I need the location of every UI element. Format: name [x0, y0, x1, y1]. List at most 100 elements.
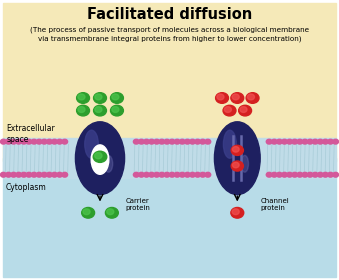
- Circle shape: [307, 139, 313, 144]
- Circle shape: [239, 105, 252, 116]
- Circle shape: [16, 172, 22, 177]
- Circle shape: [164, 139, 170, 144]
- Circle shape: [231, 93, 244, 103]
- Circle shape: [159, 139, 165, 144]
- Circle shape: [31, 172, 37, 177]
- Circle shape: [287, 139, 293, 144]
- Circle shape: [190, 172, 195, 177]
- Circle shape: [200, 172, 205, 177]
- Circle shape: [247, 94, 255, 100]
- Circle shape: [233, 162, 239, 168]
- Circle shape: [292, 139, 298, 144]
- Circle shape: [282, 139, 287, 144]
- Circle shape: [6, 172, 12, 177]
- Circle shape: [302, 139, 308, 144]
- Circle shape: [322, 172, 328, 177]
- Circle shape: [240, 107, 247, 113]
- Circle shape: [26, 139, 32, 144]
- Ellipse shape: [75, 122, 125, 195]
- Circle shape: [231, 161, 243, 171]
- Circle shape: [217, 94, 224, 100]
- Circle shape: [231, 207, 244, 218]
- Circle shape: [164, 172, 170, 177]
- Ellipse shape: [104, 155, 113, 172]
- Circle shape: [94, 93, 106, 103]
- Circle shape: [57, 139, 62, 144]
- Circle shape: [105, 207, 118, 218]
- Circle shape: [144, 172, 149, 177]
- Circle shape: [62, 172, 67, 177]
- Circle shape: [297, 139, 303, 144]
- Circle shape: [195, 139, 200, 144]
- Text: Extracellular
space: Extracellular space: [6, 124, 55, 144]
- Circle shape: [83, 209, 90, 215]
- Circle shape: [36, 139, 42, 144]
- Circle shape: [174, 172, 180, 177]
- Circle shape: [232, 209, 239, 215]
- Circle shape: [266, 139, 272, 144]
- Circle shape: [21, 139, 27, 144]
- Circle shape: [282, 172, 287, 177]
- Circle shape: [78, 94, 85, 100]
- Circle shape: [272, 172, 277, 177]
- Circle shape: [62, 139, 67, 144]
- Circle shape: [139, 172, 144, 177]
- Circle shape: [52, 139, 57, 144]
- Bar: [3, 3, 336, 161]
- Circle shape: [95, 94, 102, 100]
- Bar: [3, 138, 336, 178]
- Circle shape: [223, 105, 236, 116]
- Circle shape: [179, 172, 185, 177]
- Circle shape: [52, 172, 57, 177]
- Text: Facilitated diffusion: Facilitated diffusion: [87, 7, 252, 22]
- Circle shape: [95, 107, 102, 113]
- Circle shape: [224, 107, 232, 113]
- Circle shape: [107, 209, 114, 215]
- Circle shape: [169, 139, 175, 144]
- Circle shape: [216, 93, 228, 103]
- Circle shape: [11, 172, 17, 177]
- Circle shape: [144, 139, 149, 144]
- Text: Carrier
protein: Carrier protein: [125, 198, 150, 211]
- Ellipse shape: [214, 122, 260, 195]
- Circle shape: [302, 172, 308, 177]
- Circle shape: [111, 93, 123, 103]
- Circle shape: [112, 107, 119, 113]
- Text: Channel
protein: Channel protein: [260, 198, 289, 211]
- Circle shape: [134, 139, 139, 144]
- Circle shape: [312, 139, 318, 144]
- Circle shape: [46, 172, 52, 177]
- Ellipse shape: [85, 130, 98, 158]
- Circle shape: [82, 207, 95, 218]
- Circle shape: [205, 139, 211, 144]
- Circle shape: [317, 139, 323, 144]
- Circle shape: [154, 139, 160, 144]
- Circle shape: [134, 172, 139, 177]
- Circle shape: [322, 139, 328, 144]
- Circle shape: [6, 139, 12, 144]
- Circle shape: [292, 172, 298, 177]
- Circle shape: [41, 139, 47, 144]
- Circle shape: [149, 172, 155, 177]
- Circle shape: [36, 172, 42, 177]
- Circle shape: [174, 139, 180, 144]
- Ellipse shape: [223, 130, 236, 158]
- Circle shape: [333, 172, 338, 177]
- Circle shape: [149, 139, 155, 144]
- Circle shape: [317, 172, 323, 177]
- Circle shape: [231, 145, 243, 155]
- Circle shape: [333, 139, 338, 144]
- Circle shape: [169, 172, 175, 177]
- Circle shape: [77, 105, 89, 116]
- Circle shape: [246, 93, 259, 103]
- Text: (The process of passive transport of molecules across a biological membrane
via : (The process of passive transport of mol…: [30, 27, 309, 42]
- Circle shape: [77, 93, 89, 103]
- Circle shape: [233, 147, 239, 152]
- Text: Cytoplasm: Cytoplasm: [6, 183, 47, 192]
- Circle shape: [154, 172, 160, 177]
- Circle shape: [312, 172, 318, 177]
- Circle shape: [93, 151, 107, 162]
- Circle shape: [297, 172, 303, 177]
- Circle shape: [307, 172, 313, 177]
- Circle shape: [184, 172, 190, 177]
